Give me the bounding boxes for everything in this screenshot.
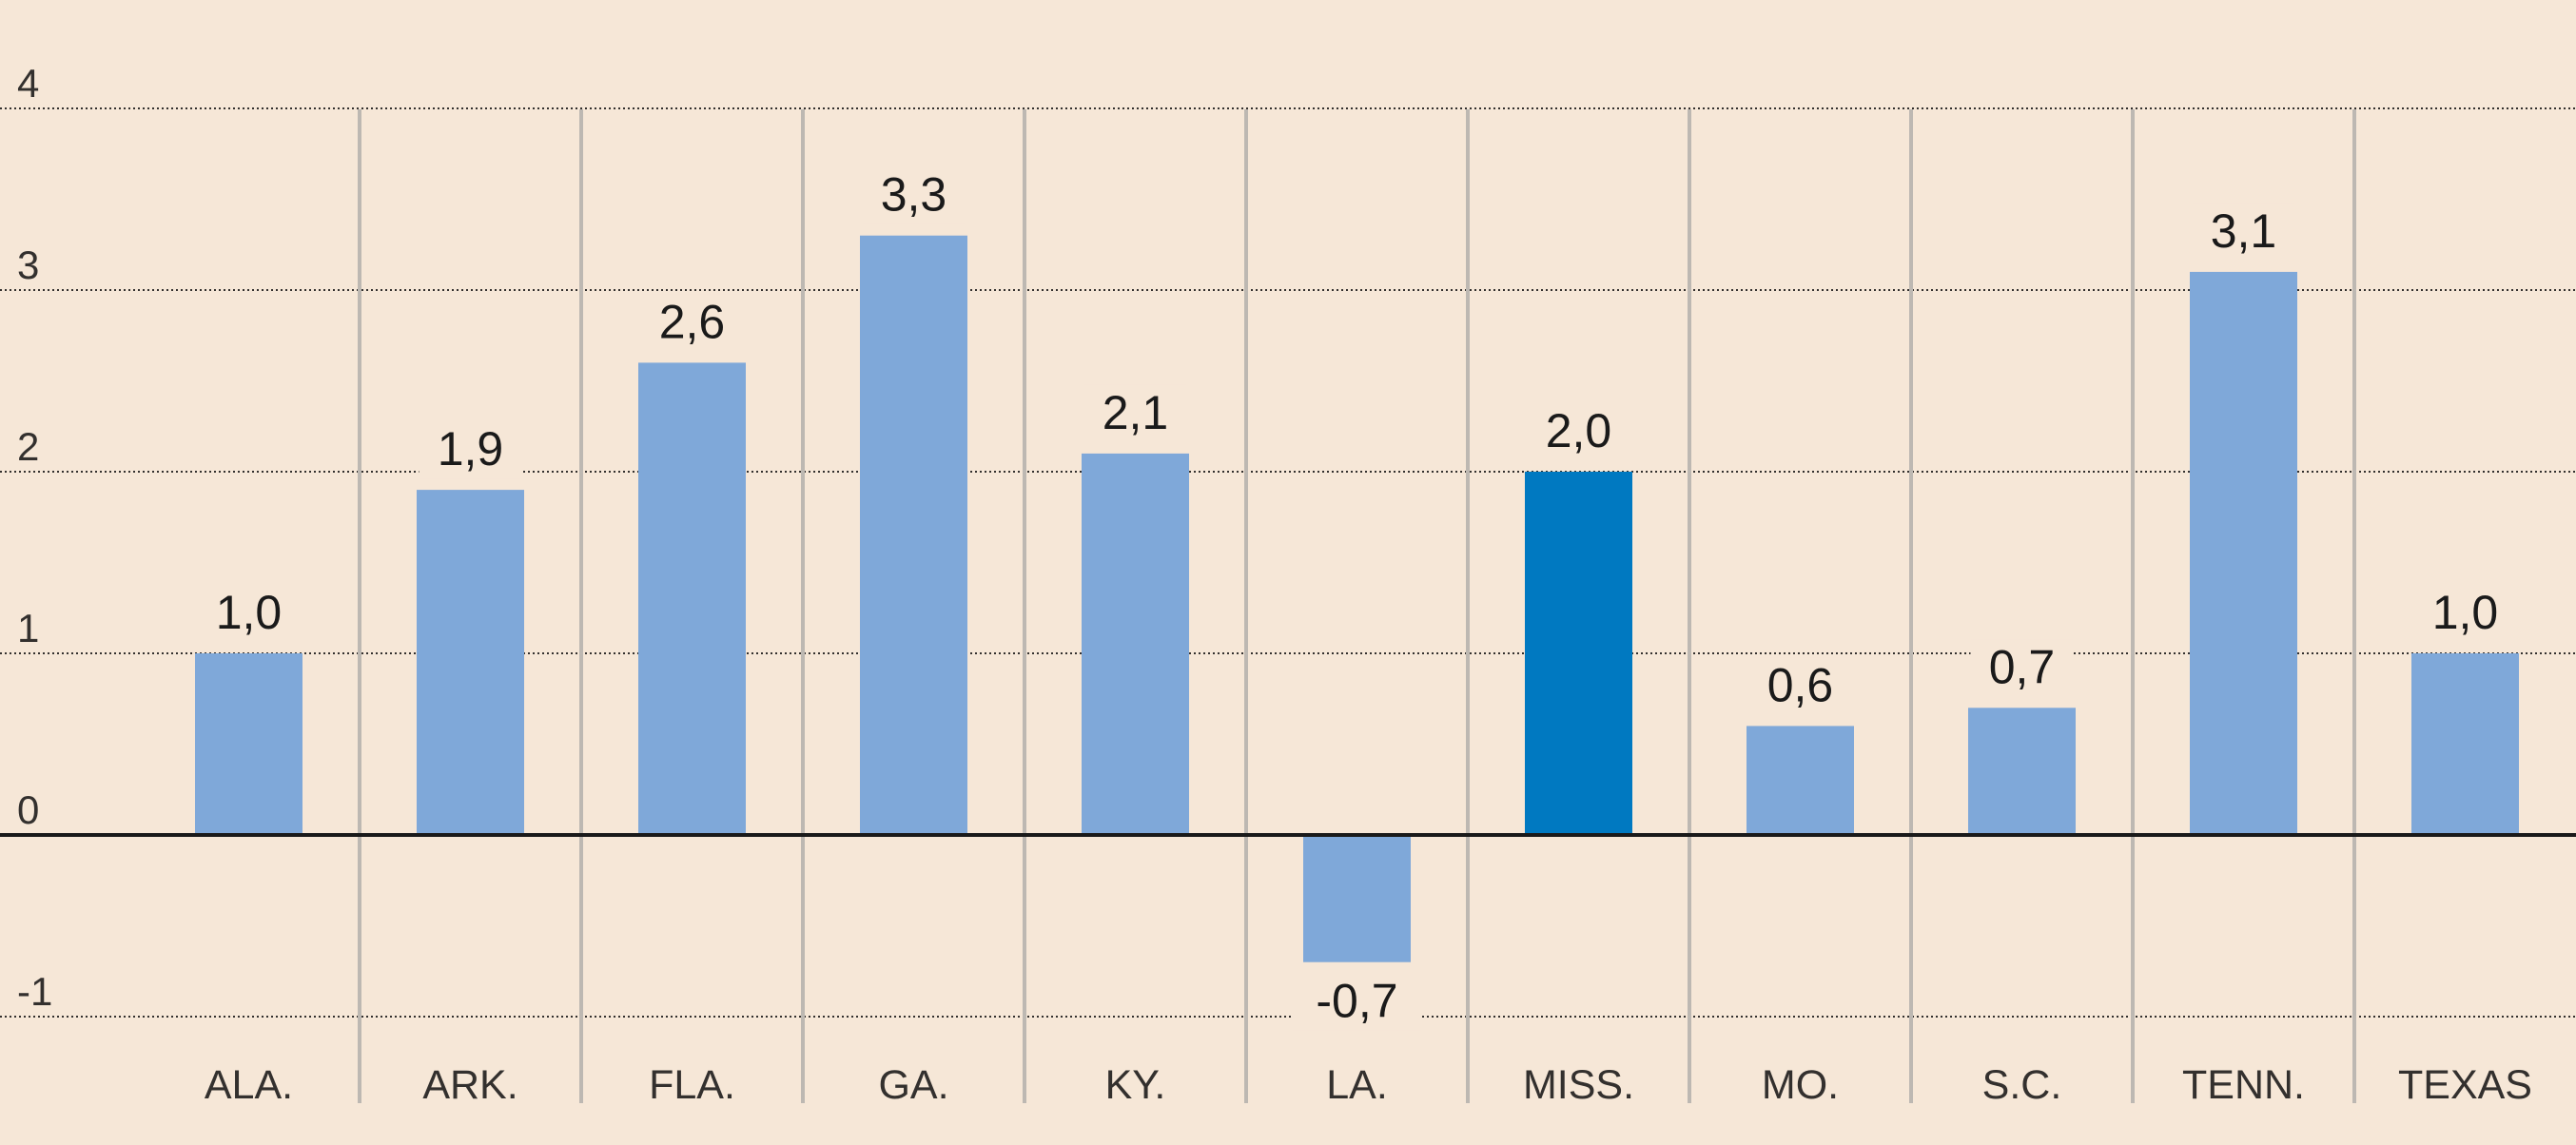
x-axis-ticks: ALA. ARK. FLA. GA. KY. LA. MISS. MO. S.C. TENN. TE… [205,1062,2532,1108]
data-label: 1,9 [438,422,504,475]
y-axis-ticks: -1 0 1 2 3 4 [17,61,52,1014]
x-tick-label: FLA. [649,1062,735,1108]
data-labels: 1,0 1,9 2,6 3,3 2,1 -0,7 2,0 0,6 0,7 3,1 1,0 [197,166,2517,1031]
y-tick-label: 1 [17,606,39,650]
data-label-backdrop [640,294,744,352]
bar-ark [417,490,524,835]
data-label-backdrop [862,166,966,224]
x-tick-label: GA. [878,1062,948,1108]
y-tick-label: 3 [17,243,39,287]
x-tick-label: MO. [1762,1062,1839,1108]
x-tick-label: TENN. [2182,1062,2305,1108]
data-label-backdrop [1748,657,1852,715]
data-label: 3,3 [881,168,947,222]
data-label-backdrop [1083,384,1187,442]
y-tick-label: 0 [17,787,39,832]
x-tick-label: MISS. [1523,1062,1634,1108]
y-tick-label: 4 [17,61,39,106]
data-label: 0,7 [1989,640,2056,693]
data-label-backdrop [1970,639,2074,697]
data-label: 3,1 [2211,204,2277,258]
data-label: 0,6 [1767,658,1834,711]
bar-la [1303,835,1411,962]
bar-ga [860,235,967,835]
data-label: 1,0 [216,586,283,639]
bar-sc [1968,708,2076,835]
data-label-backdrop [419,421,522,479]
data-label-backdrop [197,585,301,642]
bar-mo [1747,726,1854,835]
x-tick-label: KY. [1105,1062,1166,1108]
x-tick-label: TEXAS [2398,1062,2532,1108]
data-label: -0,7 [1316,975,1397,1028]
y-tick-label: 2 [17,424,39,469]
bar-ala [195,653,302,835]
data-label-backdrop [2413,585,2517,642]
bar-ky [1082,453,1189,835]
bars [195,235,2519,962]
data-label-backdrop [2192,203,2295,261]
data-label: 1,0 [2432,586,2499,639]
data-label: 2,0 [1546,404,1612,457]
data-label: 2,1 [1103,386,1169,439]
y-tick-label: -1 [17,969,52,1014]
x-tick-label: ALA. [205,1062,293,1108]
x-tick-label: LA. [1326,1062,1388,1108]
data-label-backdrop [1292,973,1422,1031]
data-label: 2,6 [659,295,726,348]
bar-fla [638,362,746,835]
bar-miss [1525,472,1632,835]
column-separators [358,109,2356,1103]
x-tick-label: ARK. [422,1062,517,1108]
data-label-backdrop [1527,403,1630,460]
bar-tenn [2190,271,2297,835]
bar-texas [2411,653,2519,835]
x-tick-label: S.C. [1982,1062,2062,1108]
